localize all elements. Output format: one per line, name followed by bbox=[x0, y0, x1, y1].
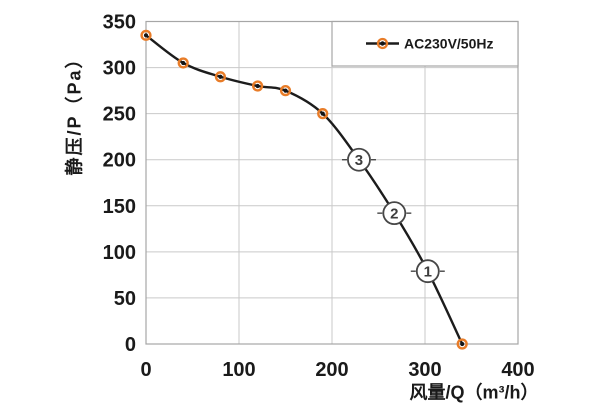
legend-marker-core-icon bbox=[380, 41, 385, 46]
y-tick-label: 350 bbox=[103, 12, 136, 34]
data-point-marker-ring bbox=[456, 338, 468, 350]
tick-layer: 0 50 100 150 200 250 300 350 0 100 200 300 400 bbox=[103, 12, 535, 382]
y-tick-label: 200 bbox=[103, 150, 136, 172]
y-tick-label: 100 bbox=[103, 242, 136, 264]
data-point-marker-ring bbox=[177, 57, 189, 69]
annotation-layer: 3 2 1 bbox=[341, 147, 445, 284]
x-tick-label: 100 bbox=[222, 359, 255, 381]
y-tick-label: 0 bbox=[125, 334, 136, 356]
annotation-circle bbox=[415, 259, 440, 284]
y-tick-label: 50 bbox=[114, 288, 136, 310]
annotation-circle bbox=[347, 147, 371, 172]
data-point-marker-ring bbox=[214, 71, 227, 83]
annotation-circle bbox=[382, 201, 407, 226]
data-point-marker-ring bbox=[279, 85, 292, 97]
y-axis-title: 静压/P（Pa） bbox=[63, 48, 84, 175]
x-tick-label: 0 bbox=[140, 359, 151, 381]
x-axis-title: 风量/Q（m³/h） bbox=[410, 381, 539, 402]
data-point-marker-core bbox=[460, 341, 465, 347]
data-point-marker-core bbox=[320, 111, 325, 116]
legend-label: AC230V/50Hz bbox=[404, 35, 494, 51]
x-tick-label: 200 bbox=[315, 359, 348, 381]
curve-layer bbox=[140, 29, 468, 350]
data-point-marker-core bbox=[143, 33, 149, 38]
y-tick-label: 250 bbox=[103, 104, 136, 126]
x-tick-label: 400 bbox=[501, 359, 534, 381]
series-curve bbox=[144, 34, 464, 346]
annotation-number: 1 bbox=[424, 263, 432, 280]
data-point-marker-core bbox=[255, 83, 260, 89]
y-tick-label: 150 bbox=[103, 196, 136, 218]
data-point-marker-ring bbox=[317, 108, 329, 120]
x-tick-label: 300 bbox=[408, 359, 441, 381]
legend-marker-ring-icon bbox=[376, 37, 389, 50]
y-tick-label: 300 bbox=[103, 58, 136, 80]
legend-box bbox=[331, 20, 519, 67]
data-point-marker-ring bbox=[140, 29, 152, 41]
data-point-marker-core bbox=[181, 60, 186, 66]
annotation-number: 3 bbox=[355, 152, 363, 169]
data-point-marker-ring bbox=[252, 80, 264, 92]
data-point-marker-core bbox=[218, 74, 223, 79]
annotation-number: 2 bbox=[390, 205, 398, 222]
data-point-marker-core bbox=[283, 88, 288, 93]
legend: AC230V/50Hz bbox=[331, 20, 519, 67]
